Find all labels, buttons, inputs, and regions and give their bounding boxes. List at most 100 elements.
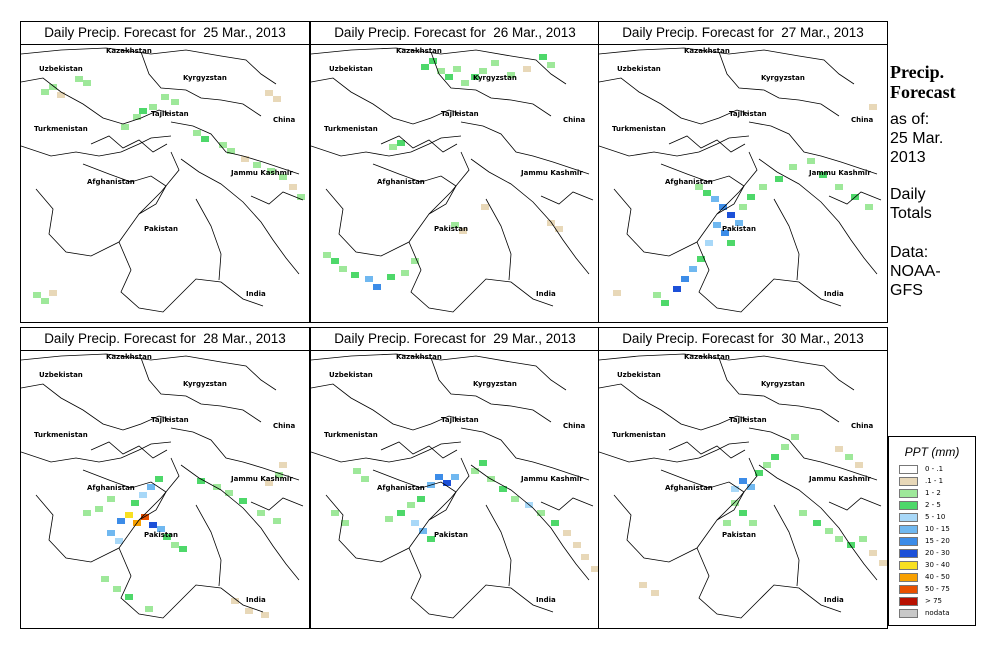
precip-cell [365,276,373,282]
precip-cell [385,516,393,522]
forecast-panel-6: Daily Precip. Forecast for 30 Mar., 2013… [598,327,888,629]
precip-cell [451,474,459,480]
border-line [408,547,554,619]
precip-cell [613,290,621,296]
panel-title: Daily Precip. Forecast for 25 Mar., 2013 [21,22,309,45]
map-label: China [273,116,296,124]
border-line [21,383,172,431]
precip-cell [387,274,395,280]
map-label: India [246,596,266,604]
precip-cell [719,204,727,210]
precip-cell [697,256,705,262]
map-label: Turkmenistan [34,125,88,133]
legend-label: 15 - 20 [925,537,950,545]
precip-cell [435,474,443,480]
border-line [380,441,458,459]
precip-cell [149,104,157,110]
precip-cell [253,162,261,168]
precip-cell [451,222,459,228]
precip-cell [723,520,731,526]
border-line [430,357,552,423]
precip-cell [419,528,427,534]
map-label: Kyrgyzstan [183,74,227,82]
legend-swatch [899,549,918,558]
map-label: Jammu Kashmir [808,475,871,483]
border-line [82,163,167,215]
map-label: China [851,422,874,430]
precip-cell [747,194,755,200]
map-label: China [273,422,296,430]
border-line [195,504,222,587]
precip-cell [731,486,739,492]
precip-cell [807,158,815,164]
precip-cell [75,76,83,82]
precip-cell [479,68,487,74]
map-label: Kyrgyzstan [473,74,517,82]
border-line [250,497,304,511]
precip-cell [273,96,281,102]
map-label: China [563,116,586,124]
precip-cell [33,292,41,298]
precip-map: Kazakhstan Uzbekistan Kyrgyzstan Tajikistan… [21,47,305,313]
precip-cell [41,89,49,95]
precip-cell [219,142,227,148]
precip-cell [115,538,123,544]
precip-cell [145,606,153,612]
precip-cell [279,174,287,180]
border-line [372,163,457,215]
precip-cell [537,510,545,516]
precip-cell [171,542,179,548]
legend-label: 2 - 5 [925,501,941,509]
precip-cell [739,478,747,484]
precip-cell [245,608,253,614]
map-label: Uzbekistan [329,65,373,73]
border-line [660,469,745,521]
border-line [311,77,462,125]
map-label: Uzbekistan [617,65,661,73]
panel-title: Daily Precip. Forecast for 26 Mar., 2013 [311,22,599,45]
border-line [696,547,842,619]
precip-cell [297,194,305,200]
precip-cell [711,196,719,202]
precip-cell [147,484,155,490]
precip-cell [859,536,867,542]
border-line [696,241,842,313]
legend-label: 10 - 15 [925,525,950,533]
border-line [21,135,172,157]
precip-cell [417,496,425,502]
legend-swatch [899,525,918,534]
precip-cell [819,172,827,178]
precip-cell [257,510,265,516]
legend-label: 20 - 30 [925,549,950,557]
map-label: Kazakhstan [106,353,152,361]
border-line [90,441,168,459]
precip-cell [411,520,419,526]
border-line [311,383,462,431]
border-line [758,158,878,275]
precip-cell [155,476,163,482]
border-line [485,504,512,587]
precip-cell [825,528,833,534]
map-label: India [246,290,266,298]
border-line [599,441,750,463]
legend-swatch [899,465,918,474]
precip-cell [125,594,133,600]
border-line [599,47,855,85]
forecast-panel-4: Daily Precip. Forecast for 28 Mar., 2013… [20,327,310,629]
precip-cell [547,220,555,226]
precip-cell [759,184,767,190]
panel-title: Daily Precip. Forecast for 28 Mar., 2013 [21,328,309,351]
legend-label: nodata [925,609,950,617]
precip-cell [727,212,735,218]
precip-cell [133,114,141,120]
legend-swatch [899,513,918,522]
map-label: Tajikistan [729,416,767,424]
panel-title: Daily Precip. Forecast for 27 Mar., 2013 [599,22,887,45]
border-line [380,135,458,153]
map-label: Pakistan [434,531,468,539]
map-label: Uzbekistan [617,371,661,379]
map-label: Tajikistan [441,416,479,424]
precip-cell [705,240,713,246]
map-label: Uzbekistan [39,65,83,73]
legend-label: 0 - .1 [925,465,944,473]
